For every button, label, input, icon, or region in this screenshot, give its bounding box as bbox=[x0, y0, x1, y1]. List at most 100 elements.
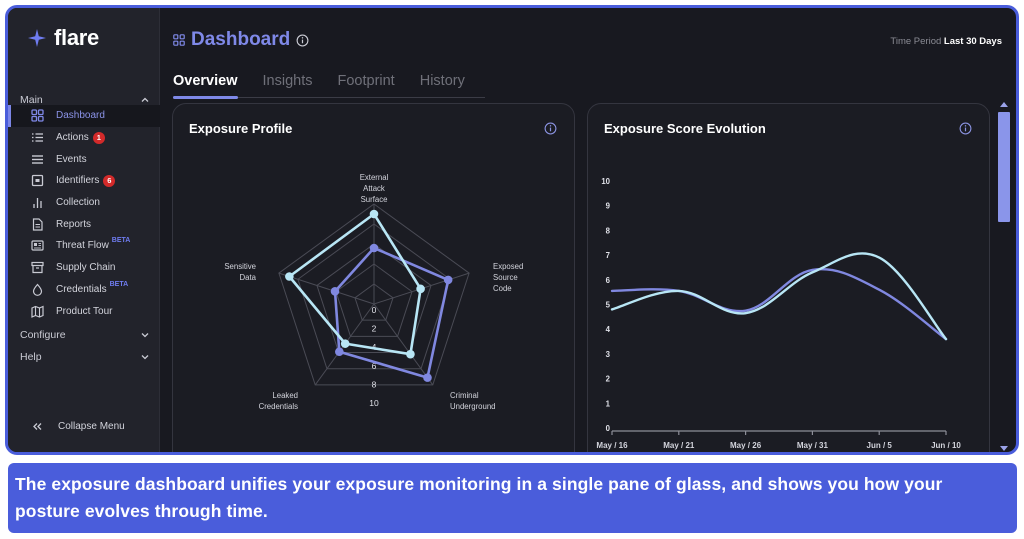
svg-text:Exposed: Exposed bbox=[493, 262, 523, 271]
info-icon[interactable] bbox=[296, 34, 309, 47]
time-period-value: Last 30 Days bbox=[943, 36, 1002, 47]
caption-banner: The exposure dashboard unifies your expo… bbox=[8, 463, 1017, 533]
time-period-selector[interactable]: Time Period Last 30 Days bbox=[890, 36, 1002, 47]
svg-text:Surface: Surface bbox=[361, 195, 388, 204]
svg-text:6: 6 bbox=[372, 361, 377, 371]
section-configure-label: Configure bbox=[20, 329, 66, 341]
info-icon[interactable] bbox=[959, 122, 972, 135]
chevron-up-icon bbox=[141, 97, 149, 102]
svg-text:3: 3 bbox=[606, 350, 611, 359]
sidebar-item-label: Credentials bbox=[56, 283, 107, 295]
logo-text: flare bbox=[54, 25, 99, 50]
collapse-menu-button[interactable]: Collapse Menu bbox=[31, 420, 125, 433]
svg-text:External: External bbox=[360, 173, 389, 182]
archive-box-icon bbox=[31, 261, 44, 274]
card-title: Exposure Profile bbox=[189, 121, 293, 136]
newspaper-icon bbox=[31, 239, 44, 252]
main-content: Dashboard Time Period Last 30 Days Overv… bbox=[160, 8, 1016, 452]
document-icon bbox=[31, 218, 44, 231]
app-window: flare Main Dashboard Actions 1 bbox=[5, 5, 1019, 455]
sidebar-item-label: Actions bbox=[56, 132, 89, 144]
section-configure-toggle[interactable]: Configure bbox=[20, 325, 150, 345]
logo[interactable]: flare bbox=[28, 25, 99, 51]
sidebar-item-reports[interactable]: Reports bbox=[8, 213, 160, 235]
svg-text:Criminal: Criminal bbox=[450, 391, 479, 400]
tab-history[interactable]: History bbox=[419, 73, 465, 89]
sidebar-item-label: Dashboard bbox=[56, 110, 105, 122]
sidebar-item-collection[interactable]: Collection bbox=[8, 192, 160, 214]
map-icon bbox=[31, 305, 44, 318]
svg-text:Underground: Underground bbox=[450, 402, 496, 411]
sidebar-nav: Dashboard Actions 1 Events Identifiers bbox=[8, 105, 160, 322]
section-main-label: Main bbox=[20, 94, 43, 106]
section-help-toggle[interactable]: Help bbox=[20, 347, 150, 367]
grid-icon bbox=[31, 109, 44, 122]
score-evolution-card: Exposure Score Evolution 0 1 2 3 4 5 6 7 8 9 10 May… bbox=[587, 103, 990, 452]
info-icon[interactable] bbox=[544, 122, 557, 135]
tab-insights[interactable]: Insights bbox=[262, 73, 313, 89]
sidebar-item-label: Identifiers bbox=[56, 175, 100, 187]
scroll-up-arrow-icon[interactable] bbox=[1000, 102, 1008, 107]
menu-icon bbox=[31, 153, 44, 166]
svg-text:2: 2 bbox=[606, 375, 611, 384]
tab-footprint[interactable]: Footprint bbox=[337, 73, 395, 89]
svg-text:5: 5 bbox=[606, 301, 611, 310]
page-title: Dashboard bbox=[173, 29, 309, 51]
sidebar-item-label: Events bbox=[56, 153, 87, 165]
tab-bar: Overview Insights Footprint History bbox=[173, 70, 485, 99]
svg-text:9: 9 bbox=[606, 202, 611, 211]
svg-text:7: 7 bbox=[606, 251, 610, 260]
svg-text:Code: Code bbox=[493, 284, 512, 293]
grid-icon bbox=[173, 34, 185, 46]
sidebar-item-supply-chain[interactable]: Supply Chain bbox=[8, 257, 160, 279]
card-title: Exposure Score Evolution bbox=[604, 121, 766, 136]
collapse-menu-label: Collapse Menu bbox=[58, 421, 125, 432]
sidebar-item-identifiers[interactable]: Identifiers 6 bbox=[8, 170, 160, 192]
sidebar-item-actions[interactable]: Actions 1 bbox=[8, 127, 160, 149]
sidebar-item-label: Collection bbox=[56, 197, 100, 209]
vertical-scrollbar[interactable] bbox=[993, 98, 1013, 452]
section-help-label: Help bbox=[20, 351, 42, 363]
svg-text:10: 10 bbox=[369, 398, 379, 408]
sparkle-icon bbox=[28, 29, 46, 47]
list-icon bbox=[31, 131, 44, 144]
svg-text:1: 1 bbox=[606, 399, 611, 408]
svg-text:10: 10 bbox=[601, 177, 610, 186]
svg-text:May / 26: May / 26 bbox=[730, 441, 762, 450]
notification-badge: 6 bbox=[103, 174, 116, 187]
svg-text:0: 0 bbox=[372, 305, 377, 315]
svg-text:8: 8 bbox=[372, 379, 377, 389]
sidebar-item-threat-flow[interactable]: Threat Flow BETA bbox=[8, 235, 160, 257]
exposure-profile-card: Exposure Profile 0 2 4 6 8 10 External Attack Su… bbox=[172, 103, 575, 452]
sidebar-item-dashboard[interactable]: Dashboard bbox=[8, 105, 160, 127]
beta-tag: BETA bbox=[109, 280, 129, 288]
svg-text:May / 16: May / 16 bbox=[596, 441, 628, 450]
tab-overview[interactable]: Overview bbox=[173, 70, 238, 99]
sidebar-item-events[interactable]: Events bbox=[8, 148, 160, 170]
scrollbar-thumb[interactable] bbox=[998, 112, 1010, 222]
sidebar-item-label: Threat Flow bbox=[56, 240, 109, 252]
svg-text:0: 0 bbox=[606, 424, 611, 433]
svg-text:May / 31: May / 31 bbox=[797, 441, 829, 450]
svg-text:Leaked: Leaked bbox=[272, 391, 298, 400]
sidebar-item-credentials[interactable]: Credentials BETA bbox=[8, 279, 160, 301]
svg-text:Data: Data bbox=[240, 273, 257, 282]
double-chevron-left-icon bbox=[31, 420, 44, 433]
chevron-down-icon bbox=[141, 355, 149, 360]
sidebar-item-product-tour[interactable]: Product Tour bbox=[8, 300, 160, 322]
svg-text:Credentials: Credentials bbox=[259, 402, 299, 411]
svg-text:6: 6 bbox=[606, 276, 611, 285]
svg-text:Source: Source bbox=[493, 273, 518, 282]
sidebar-item-label: Reports bbox=[56, 218, 92, 230]
svg-text:Jun / 5: Jun / 5 bbox=[867, 441, 893, 450]
bar-chart-icon bbox=[31, 196, 44, 209]
notification-badge: 1 bbox=[92, 131, 105, 144]
scroll-down-arrow-icon[interactable] bbox=[1000, 446, 1008, 451]
svg-text:4: 4 bbox=[606, 325, 611, 334]
section-main-toggle[interactable]: Main bbox=[20, 90, 150, 110]
radar-chart: 0246810ExternalAttackSurfaceExposedSourc… bbox=[224, 173, 523, 411]
time-period-label: Time Period bbox=[890, 36, 942, 47]
page-title-text: Dashboard bbox=[191, 29, 291, 50]
svg-text:Sensitive: Sensitive bbox=[224, 262, 256, 271]
svg-text:8: 8 bbox=[606, 226, 611, 235]
